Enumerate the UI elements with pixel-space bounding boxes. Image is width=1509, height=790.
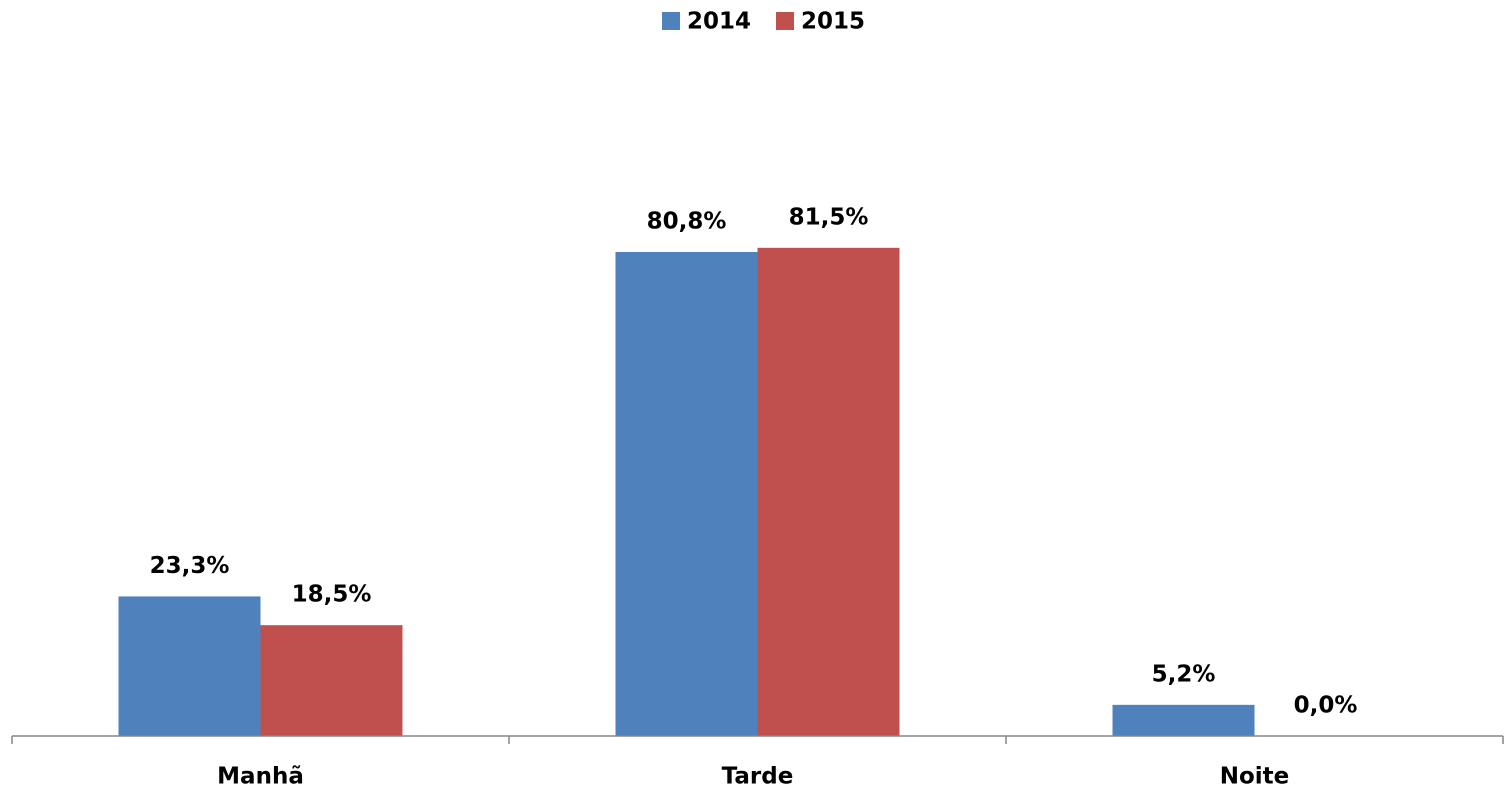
bar xyxy=(260,625,403,736)
x-tick-label: Tarde xyxy=(722,764,794,790)
data-label: 18,5% xyxy=(292,582,372,608)
x-tick-label: Manhã xyxy=(217,764,304,790)
bar xyxy=(1112,704,1255,736)
bar xyxy=(118,596,261,736)
legend-swatch xyxy=(776,12,794,30)
data-label: 0,0% xyxy=(1294,693,1358,719)
data-label: 5,2% xyxy=(1152,661,1216,687)
data-label: 23,3% xyxy=(150,553,230,579)
bar xyxy=(757,247,900,736)
data-label: 80,8% xyxy=(647,209,727,235)
data-label: 81,5% xyxy=(789,204,869,230)
legend-label: 2014 xyxy=(687,9,751,35)
x-tick-label: Noite xyxy=(1220,764,1290,790)
legend-swatch xyxy=(662,12,680,30)
bar xyxy=(615,252,758,736)
legend-label: 2015 xyxy=(801,9,865,35)
